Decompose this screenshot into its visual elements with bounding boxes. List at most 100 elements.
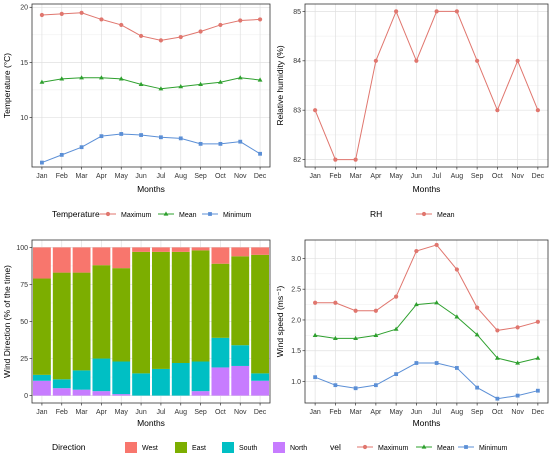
legend: vel Maximum Mean Minimum bbox=[330, 442, 508, 452]
point-minimum-nov bbox=[238, 139, 243, 144]
bar-west-jun bbox=[132, 247, 151, 252]
y-axis-title: Wind Direction (% of the time) bbox=[2, 265, 12, 378]
bar-north-mar bbox=[72, 389, 91, 396]
bar-east-jun bbox=[132, 251, 151, 374]
x-axis-title: Months bbox=[137, 184, 165, 194]
x-tick-label: May bbox=[115, 173, 129, 180]
point-maximum-oct bbox=[495, 328, 500, 333]
y-axis-title: Wind speed (ms⁻¹) bbox=[275, 286, 285, 358]
bar-north-nov bbox=[231, 365, 250, 396]
x-tick-label: Jan bbox=[36, 173, 47, 180]
chart-panel-2: 82 83 84 85 Jan Feb Mar Apr May Jun Jul Aug Sep Oct No… bbox=[275, 3, 549, 219]
y-tick-label: 20 bbox=[20, 5, 28, 12]
bar-west-apr bbox=[92, 247, 111, 266]
x-tick-label: Mar bbox=[76, 173, 89, 180]
bar-north-dec bbox=[251, 380, 270, 396]
point-minimum-jun bbox=[139, 133, 143, 137]
bar-west-oct bbox=[211, 247, 230, 264]
bar-south-jul bbox=[151, 368, 170, 396]
y-tick-label: 84 bbox=[293, 58, 301, 65]
bar-east-feb bbox=[52, 272, 71, 380]
y-axis-title: Relative humidity (%) bbox=[275, 45, 285, 125]
plot-border bbox=[31, 239, 271, 404]
point-minimum-dec bbox=[535, 388, 540, 393]
point-minimum-jul bbox=[434, 361, 439, 365]
point-mean-mar bbox=[353, 157, 358, 162]
x-tick-label: Mar bbox=[76, 409, 89, 416]
point-maximum-mar bbox=[79, 10, 84, 15]
point-maximum-nov bbox=[238, 18, 243, 23]
legend-label: Maximum bbox=[121, 212, 152, 219]
x-tick-label: Jan bbox=[309, 173, 320, 180]
point-mean-jan bbox=[313, 108, 318, 113]
y-axis-title: Temperature (°C) bbox=[2, 53, 12, 118]
bar-east-jul bbox=[151, 251, 170, 369]
bar-west-nov bbox=[231, 247, 250, 257]
plot-background bbox=[305, 240, 548, 403]
legend-marker bbox=[105, 211, 111, 217]
point-mean-aug bbox=[454, 314, 460, 319]
bar-west-sep bbox=[191, 247, 210, 251]
point-minimum-feb bbox=[59, 152, 64, 157]
x-tick-label: Nov bbox=[234, 409, 247, 416]
x-tick-label: Jul bbox=[156, 173, 165, 180]
bar-south-dec bbox=[251, 373, 270, 381]
point-maximum-jan bbox=[39, 12, 45, 18]
bar-south-apr bbox=[92, 358, 111, 392]
series-line-mean bbox=[315, 302, 538, 364]
point-maximum-feb bbox=[59, 11, 64, 17]
y-tick-label: 85 bbox=[293, 9, 301, 16]
series-line-mean bbox=[314, 10, 539, 161]
bar-south-oct bbox=[211, 337, 230, 368]
point-mean-jun bbox=[138, 81, 144, 86]
bar-east-dec bbox=[251, 254, 270, 374]
series-line-mean bbox=[41, 77, 261, 90]
legend-title: vel bbox=[330, 442, 341, 452]
x-tick-label: Nov bbox=[234, 173, 247, 180]
bar-north-sep bbox=[191, 391, 210, 396]
legend-label: Minimum bbox=[223, 212, 252, 219]
x-tick-label: Feb bbox=[56, 173, 68, 180]
bar-south-mar bbox=[72, 370, 91, 390]
point-minimum-may bbox=[119, 132, 124, 136]
bar-west-dec bbox=[251, 247, 270, 255]
legend-label: Mean bbox=[179, 212, 197, 219]
point-minimum-apr bbox=[99, 134, 104, 139]
point-mean-dec bbox=[535, 108, 540, 113]
point-maximum-may bbox=[394, 294, 399, 299]
legend-label: West bbox=[142, 445, 158, 452]
point-mean-dec bbox=[257, 77, 263, 82]
x-tick-label: Feb bbox=[56, 409, 68, 416]
bar-east-oct bbox=[211, 263, 230, 338]
x-tick-label: Jun bbox=[411, 173, 422, 180]
point-minimum-oct bbox=[495, 396, 500, 401]
series-line-maximum bbox=[41, 12, 261, 41]
point-minimum-jul bbox=[159, 135, 163, 140]
legend-marker bbox=[421, 444, 427, 449]
point-mean-aug bbox=[454, 9, 459, 14]
point-maximum-sep bbox=[198, 29, 203, 34]
x-axis-title: Months bbox=[413, 184, 441, 194]
x-tick-label: Dec bbox=[254, 173, 267, 180]
legend-label: Mean bbox=[437, 445, 455, 452]
x-tick-label: Nov bbox=[511, 409, 524, 416]
plot-border bbox=[304, 3, 549, 168]
point-mean-may bbox=[394, 9, 399, 14]
legend-marker bbox=[208, 212, 212, 216]
point-minimum-mar bbox=[353, 386, 358, 391]
bar-north-oct bbox=[211, 367, 230, 396]
point-maximum-mar bbox=[353, 308, 358, 313]
point-maximum-nov bbox=[515, 325, 520, 330]
point-mean-may bbox=[393, 326, 399, 331]
x-tick-label: Apr bbox=[370, 173, 382, 180]
y-tick-label: 3.0 bbox=[291, 256, 301, 263]
legend-marker bbox=[163, 211, 169, 216]
legend: Direction West East South North bbox=[52, 442, 307, 453]
bar-north-may bbox=[112, 394, 131, 396]
point-mean-nov bbox=[515, 58, 520, 63]
point-mean-oct bbox=[495, 108, 500, 113]
x-tick-label: Aug bbox=[451, 173, 464, 180]
point-maximum-jun bbox=[414, 248, 419, 254]
y-tick-label: 75 bbox=[20, 282, 28, 289]
